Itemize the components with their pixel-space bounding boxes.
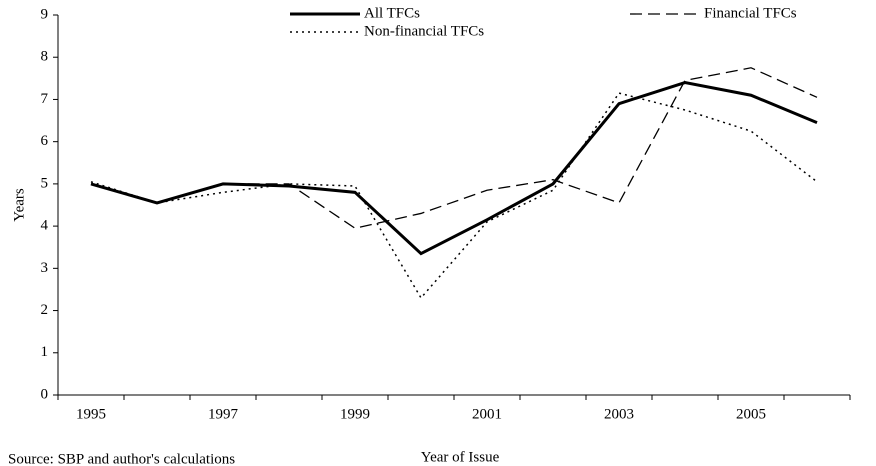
series-line xyxy=(90,81,818,256)
y-tick-label: 3 xyxy=(41,260,49,276)
x-tick-label: 2003 xyxy=(604,406,634,422)
legend-label: Financial TFCs xyxy=(704,5,797,21)
y-tick-label: 7 xyxy=(41,91,49,107)
series-line xyxy=(90,67,818,229)
x-tick-label: 2005 xyxy=(736,406,766,422)
y-tick-label: 4 xyxy=(41,218,49,234)
y-tick-label: 5 xyxy=(41,175,49,191)
series-line xyxy=(90,92,818,300)
legend-label: Non-financial TFCs xyxy=(364,23,484,39)
y-tick-label: 2 xyxy=(41,302,49,318)
x-tick-label: 1997 xyxy=(208,406,239,422)
y-tick-label: 8 xyxy=(41,49,49,65)
y-tick-label: 1 xyxy=(41,344,49,360)
y-axis-label: Years xyxy=(11,188,27,222)
x-tick-label: 1999 xyxy=(340,406,370,422)
x-tick-label: 1995 xyxy=(76,406,106,422)
x-tick-label: 2001 xyxy=(472,406,502,422)
legend-label: All TFCs xyxy=(364,5,420,21)
x-axis-label: Year of Issue xyxy=(421,449,500,465)
y-tick-label: 9 xyxy=(41,6,49,22)
y-tick-label: 0 xyxy=(41,386,49,402)
y-tick-label: 6 xyxy=(41,133,49,149)
source-note: Source: SBP and author's calculations xyxy=(8,451,235,466)
